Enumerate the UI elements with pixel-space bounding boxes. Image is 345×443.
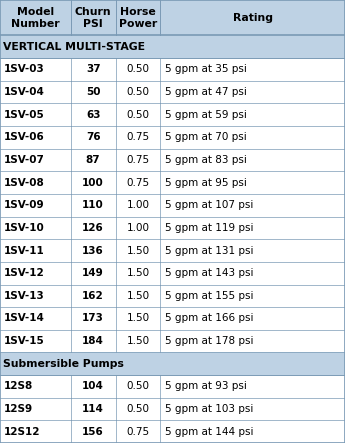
Text: 0.75: 0.75 <box>126 155 150 165</box>
Text: 100: 100 <box>82 178 104 188</box>
Text: 1SV-14: 1SV-14 <box>4 314 45 323</box>
Bar <box>0 103 345 126</box>
Text: 50: 50 <box>86 87 100 97</box>
Text: 5 gpm at 59 psi: 5 gpm at 59 psi <box>165 110 246 120</box>
Text: 5 gpm at 131 psi: 5 gpm at 131 psi <box>165 245 253 256</box>
Text: 5 gpm at 107 psi: 5 gpm at 107 psi <box>165 200 253 210</box>
Bar <box>0 398 345 420</box>
Text: 5 gpm at 143 psi: 5 gpm at 143 psi <box>165 268 253 278</box>
Text: 1SV-13: 1SV-13 <box>4 291 45 301</box>
Bar <box>0 81 345 103</box>
Text: 1SV-10: 1SV-10 <box>4 223 45 233</box>
Bar <box>0 375 345 398</box>
Bar <box>0 126 345 149</box>
Text: 0.50: 0.50 <box>127 110 149 120</box>
Text: 110: 110 <box>82 200 104 210</box>
Bar <box>0 194 345 217</box>
Text: 0.75: 0.75 <box>126 178 150 188</box>
Bar <box>0 58 345 81</box>
Text: 1.50: 1.50 <box>126 336 150 346</box>
Text: 1.50: 1.50 <box>126 245 150 256</box>
Text: 136: 136 <box>82 245 104 256</box>
Text: 1SV-09: 1SV-09 <box>4 200 45 210</box>
Text: 87: 87 <box>86 155 100 165</box>
Bar <box>0 262 345 284</box>
Text: 1SV-11: 1SV-11 <box>4 245 45 256</box>
Text: 0.50: 0.50 <box>127 404 149 414</box>
Text: 126: 126 <box>82 223 104 233</box>
Text: 162: 162 <box>82 291 104 301</box>
Text: 1SV-03: 1SV-03 <box>4 64 45 74</box>
Text: 149: 149 <box>82 268 104 278</box>
Text: 1.50: 1.50 <box>126 314 150 323</box>
Text: 1SV-12: 1SV-12 <box>4 268 45 278</box>
Bar <box>0 353 345 375</box>
Text: 0.75: 0.75 <box>126 427 150 437</box>
Text: 1.00: 1.00 <box>127 223 149 233</box>
Text: 5 gpm at 119 psi: 5 gpm at 119 psi <box>165 223 253 233</box>
Text: 0.75: 0.75 <box>126 132 150 142</box>
Text: 1.50: 1.50 <box>126 291 150 301</box>
Text: 5 gpm at 70 psi: 5 gpm at 70 psi <box>165 132 246 142</box>
Text: Submersible Pumps: Submersible Pumps <box>3 359 124 369</box>
Text: Churn
PSI: Churn PSI <box>75 7 111 29</box>
Text: 5 gpm at 95 psi: 5 gpm at 95 psi <box>165 178 246 188</box>
Text: 5 gpm at 93 psi: 5 gpm at 93 psi <box>165 381 246 392</box>
Text: 5 gpm at 47 psi: 5 gpm at 47 psi <box>165 87 246 97</box>
Text: 1SV-15: 1SV-15 <box>4 336 45 346</box>
Text: 12S8: 12S8 <box>4 381 33 392</box>
Text: 5 gpm at 35 psi: 5 gpm at 35 psi <box>165 64 246 74</box>
Text: Rating: Rating <box>233 13 273 23</box>
Text: 5 gpm at 178 psi: 5 gpm at 178 psi <box>165 336 253 346</box>
Text: Horse
Power: Horse Power <box>119 7 157 29</box>
Text: 0.50: 0.50 <box>127 381 149 392</box>
Text: 1SV-07: 1SV-07 <box>4 155 45 165</box>
Text: 5 gpm at 144 psi: 5 gpm at 144 psi <box>165 427 253 437</box>
Bar <box>0 420 345 443</box>
Text: 12S12: 12S12 <box>4 427 41 437</box>
Bar <box>0 35 345 58</box>
Text: 0.50: 0.50 <box>127 87 149 97</box>
Text: 0.50: 0.50 <box>127 64 149 74</box>
Text: 5 gpm at 166 psi: 5 gpm at 166 psi <box>165 314 253 323</box>
Text: 1SV-06: 1SV-06 <box>4 132 45 142</box>
Bar <box>0 307 345 330</box>
Bar <box>0 239 345 262</box>
Bar <box>0 149 345 171</box>
Text: 1.50: 1.50 <box>126 268 150 278</box>
Text: 5 gpm at 155 psi: 5 gpm at 155 psi <box>165 291 253 301</box>
Text: VERTICAL MULTI-STAGE: VERTICAL MULTI-STAGE <box>3 42 146 52</box>
Text: 173: 173 <box>82 314 104 323</box>
Text: 156: 156 <box>82 427 104 437</box>
Text: 63: 63 <box>86 110 100 120</box>
Text: 1SV-04: 1SV-04 <box>4 87 45 97</box>
Text: 114: 114 <box>82 404 104 414</box>
Text: 184: 184 <box>82 336 104 346</box>
Bar <box>0 284 345 307</box>
Text: 1SV-05: 1SV-05 <box>4 110 45 120</box>
Text: 37: 37 <box>86 64 100 74</box>
Bar <box>0 171 345 194</box>
Text: 5 gpm at 83 psi: 5 gpm at 83 psi <box>165 155 246 165</box>
Bar <box>0 217 345 239</box>
Text: 104: 104 <box>82 381 104 392</box>
Text: 1.00: 1.00 <box>127 200 149 210</box>
Bar <box>0 330 345 353</box>
Text: 76: 76 <box>86 132 100 142</box>
Bar <box>0 0 345 35</box>
Text: 5 gpm at 103 psi: 5 gpm at 103 psi <box>165 404 253 414</box>
Text: 12S9: 12S9 <box>4 404 33 414</box>
Text: Model
Number: Model Number <box>11 7 60 29</box>
Text: 1SV-08: 1SV-08 <box>4 178 45 188</box>
